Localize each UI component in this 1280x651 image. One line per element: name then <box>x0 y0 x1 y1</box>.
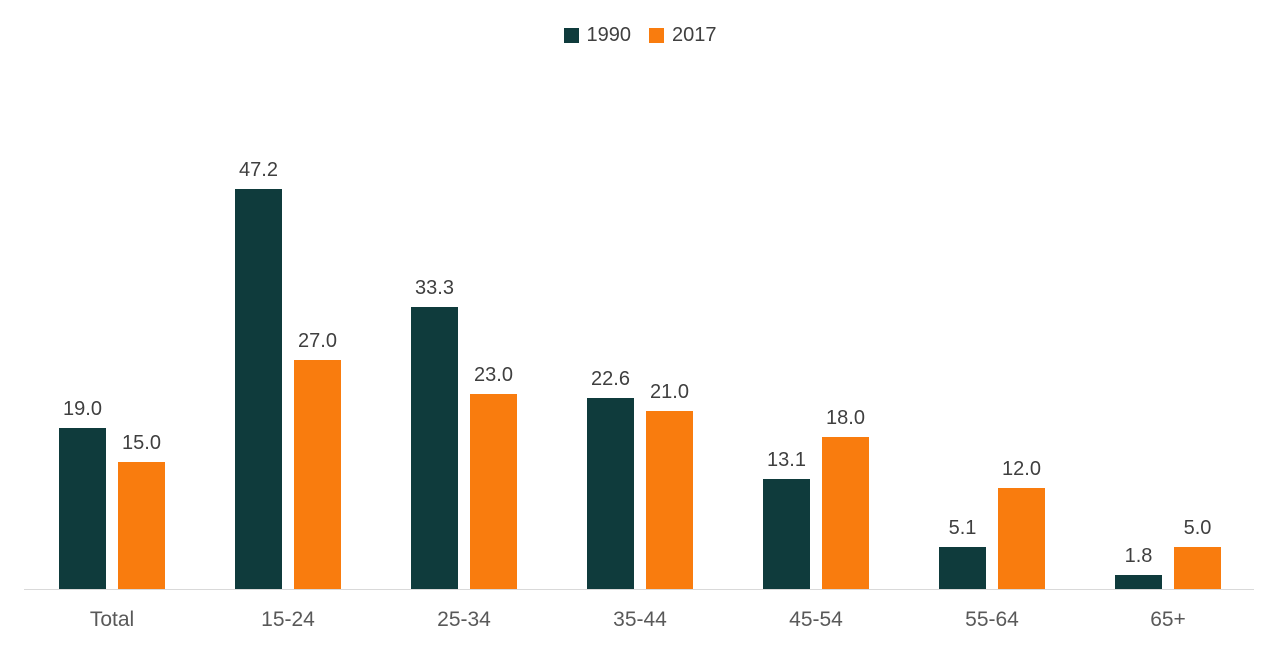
value-label-2017-total: 15.0 <box>122 432 161 454</box>
bar-1990-45-54 <box>763 479 810 590</box>
bar-wrap-1990-15-24: 47.2 <box>235 159 282 590</box>
value-label-1990-55-64: 5.1 <box>948 517 977 539</box>
category-label-25-34: 25-34 <box>437 608 491 631</box>
bar-group-15-24: 47.2 27.0 <box>200 159 376 590</box>
value-label-2017-15-24: 27.0 <box>298 330 337 352</box>
x-axis-category-labels: Total 15-24 25-34 35-44 45-54 55-64 65+ <box>24 607 1256 632</box>
bar-2017-15-24 <box>294 360 341 590</box>
value-label-2017-55-64: 12.0 <box>1002 458 1041 480</box>
plot-area: 19.0 15.0 47.2 27.0 33.3 23.0 22.6 21.0 13.1 18.0… <box>24 159 1256 590</box>
bar-group-45-54: 13.1 18.0 <box>728 159 904 590</box>
bar-2017-total <box>118 462 165 590</box>
bar-2017-65 <box>1174 547 1221 590</box>
bar-wrap-2017-45-54: 18.0 <box>822 407 869 590</box>
bar-wrap-2017-15-24: 27.0 <box>294 330 341 590</box>
legend-item-1990: 1990 <box>563 24 632 47</box>
value-label-1990-35-44: 22.6 <box>591 368 630 390</box>
bar-1990-55-64 <box>939 547 986 590</box>
category-label-65: 65+ <box>1150 608 1186 631</box>
legend-swatch-2017 <box>649 28 664 43</box>
x-axis-line <box>24 589 1254 590</box>
value-label-1990-25-34: 33.3 <box>415 277 454 299</box>
bar-1990-total <box>59 428 106 590</box>
bar-2017-35-44 <box>646 411 693 590</box>
category-label-35-44: 35-44 <box>613 608 667 631</box>
bar-wrap-2017-35-44: 21.0 <box>646 381 693 590</box>
value-label-2017-25-34: 23.0 <box>474 364 513 386</box>
bar-1990-35-44 <box>587 398 634 590</box>
bar-1990-15-24 <box>235 189 282 590</box>
bar-2017-25-34 <box>470 394 517 590</box>
legend-label-2017: 2017 <box>672 24 717 46</box>
category-label-55-64: 55-64 <box>965 608 1019 631</box>
legend-label-1990: 1990 <box>586 24 632 46</box>
value-label-1990-total: 19.0 <box>63 398 102 420</box>
value-label-2017-65: 5.0 <box>1183 517 1212 539</box>
value-label-2017-45-54: 18.0 <box>826 407 865 429</box>
bar-group-35-44: 22.6 21.0 <box>552 159 728 590</box>
value-label-1990-45-54: 13.1 <box>767 449 806 471</box>
bar-1990-25-34 <box>411 307 458 590</box>
bar-wrap-1990-35-44: 22.6 <box>587 368 634 590</box>
category-label-15-24: 15-24 <box>261 608 315 631</box>
category-label-total: Total <box>89 608 135 631</box>
bar-1990-65 <box>1115 575 1162 590</box>
bar-2017-45-54 <box>822 437 869 590</box>
bar-wrap-2017-55-64: 12.0 <box>998 458 1045 590</box>
legend-item-2017: 2017 <box>649 24 717 47</box>
bar-wrap-2017-total: 15.0 <box>118 432 165 590</box>
bar-wrap-1990-total: 19.0 <box>59 398 106 590</box>
legend: 1990 2017 <box>0 24 1280 47</box>
bar-group-55-64: 5.1 12.0 <box>904 159 1080 590</box>
bar-wrap-1990-45-54: 13.1 <box>763 449 810 590</box>
category-label-45-54: 45-54 <box>789 608 843 631</box>
value-label-1990-65: 1.8 <box>1124 545 1153 567</box>
bar-2017-55-64 <box>998 488 1045 590</box>
value-label-2017-35-44: 21.0 <box>650 381 689 403</box>
bar-wrap-1990-25-34: 33.3 <box>411 277 458 590</box>
legend-swatch-1990 <box>563 28 579 43</box>
bar-group-25-34: 33.3 23.0 <box>376 159 552 590</box>
bar-group-65: 1.8 5.0 <box>1080 159 1256 590</box>
bar-wrap-1990-65: 1.8 <box>1115 545 1162 590</box>
bar-group-total: 19.0 15.0 <box>24 159 200 590</box>
bar-wrap-2017-65: 5.0 <box>1174 517 1221 590</box>
bar-wrap-2017-25-34: 23.0 <box>470 364 517 590</box>
value-label-1990-15-24: 47.2 <box>239 159 278 181</box>
bar-wrap-1990-55-64: 5.1 <box>939 517 986 590</box>
